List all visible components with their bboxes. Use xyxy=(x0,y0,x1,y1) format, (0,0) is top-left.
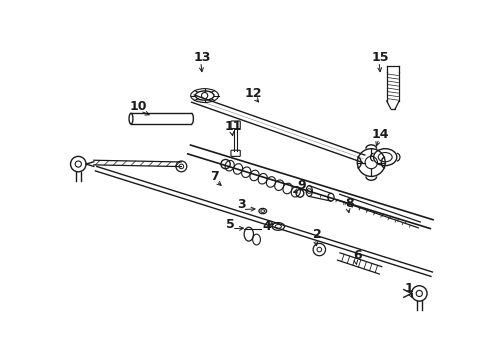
Text: 13: 13 xyxy=(194,50,211,64)
Text: 2: 2 xyxy=(313,228,321,240)
Text: 4: 4 xyxy=(262,220,271,233)
Circle shape xyxy=(201,93,208,99)
Text: 1: 1 xyxy=(404,282,413,294)
Circle shape xyxy=(357,149,385,176)
Text: 11: 11 xyxy=(224,120,242,133)
Text: 15: 15 xyxy=(372,50,389,64)
Text: 10: 10 xyxy=(130,100,147,113)
Text: 5: 5 xyxy=(226,218,235,231)
Circle shape xyxy=(307,189,312,193)
FancyBboxPatch shape xyxy=(231,121,240,129)
Text: 7: 7 xyxy=(210,170,219,183)
Text: 9: 9 xyxy=(297,179,306,192)
FancyBboxPatch shape xyxy=(231,150,240,156)
Text: 12: 12 xyxy=(245,87,262,100)
Circle shape xyxy=(365,156,377,169)
Text: 6: 6 xyxy=(353,249,362,262)
Text: 14: 14 xyxy=(372,127,389,140)
Text: 8: 8 xyxy=(345,197,354,210)
Text: 3: 3 xyxy=(237,198,245,211)
